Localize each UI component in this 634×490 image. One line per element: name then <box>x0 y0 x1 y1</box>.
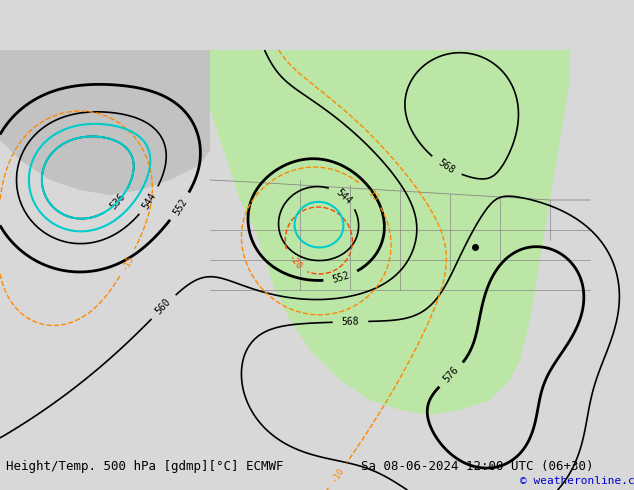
Text: 552: 552 <box>331 270 351 285</box>
Text: 552: 552 <box>171 196 189 217</box>
Text: 544: 544 <box>141 191 158 211</box>
Text: 568: 568 <box>342 317 359 327</box>
Text: 544: 544 <box>334 187 354 206</box>
Text: -20: -20 <box>285 253 302 271</box>
Polygon shape <box>210 50 570 415</box>
Text: 560: 560 <box>154 297 173 317</box>
Text: Height/Temp. 500 hPa [gdmp][°C] ECMWF: Height/Temp. 500 hPa [gdmp][°C] ECMWF <box>6 460 284 473</box>
Text: 576: 576 <box>442 365 461 385</box>
Text: -10: -10 <box>330 466 346 485</box>
Text: 536: 536 <box>108 192 127 212</box>
Polygon shape <box>0 50 210 195</box>
Text: -15: -15 <box>363 186 380 204</box>
Text: © weatheronline.co.uk: © weatheronline.co.uk <box>520 476 634 486</box>
Text: Sa 08-06-2024 12:00 UTC (06+30): Sa 08-06-2024 12:00 UTC (06+30) <box>361 460 594 473</box>
Text: 568: 568 <box>436 157 456 175</box>
Text: -15: -15 <box>120 253 135 272</box>
